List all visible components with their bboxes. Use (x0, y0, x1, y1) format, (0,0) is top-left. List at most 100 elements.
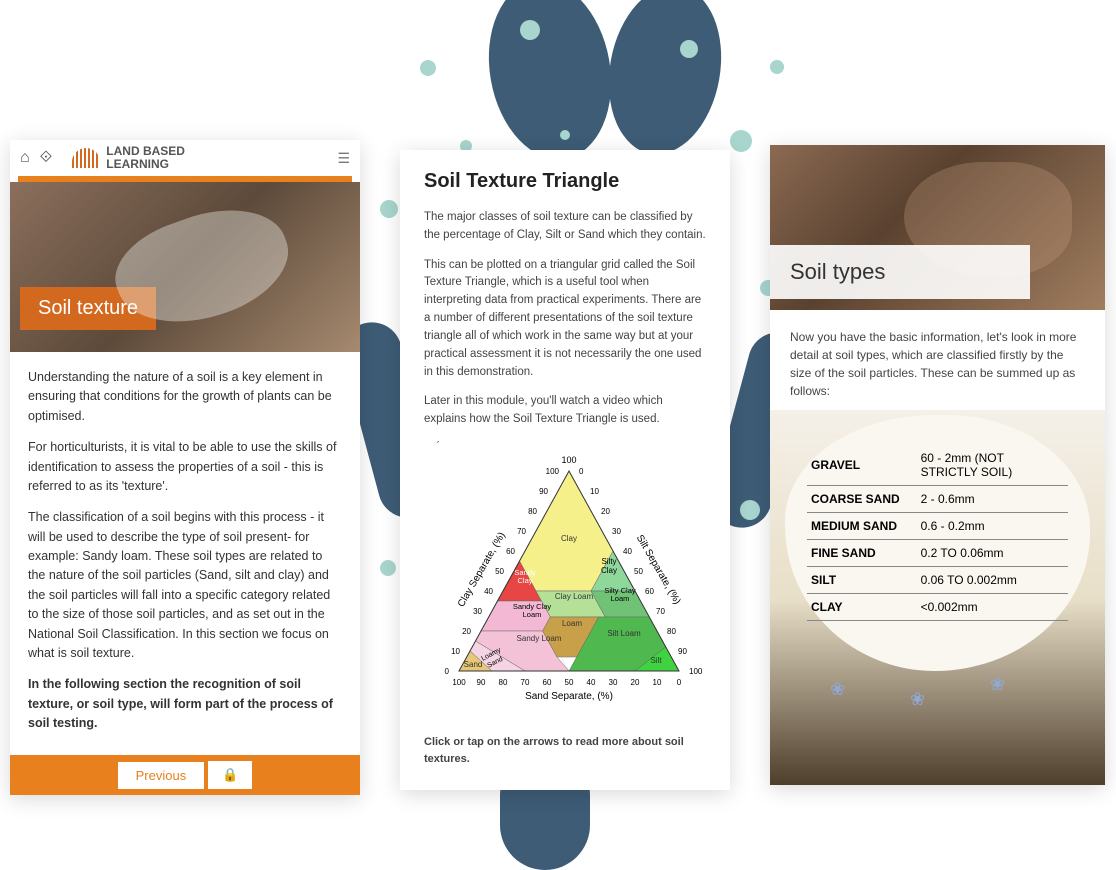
svg-text:Loam: Loam (523, 610, 542, 619)
svg-text:50: 50 (495, 567, 504, 576)
svg-text:Silty: Silty (601, 557, 616, 566)
soil-type-size: 2 - 0.6mm (917, 486, 1068, 513)
svg-text:Silt Loam: Silt Loam (607, 629, 641, 638)
card-soil-types: Soil types Now you have the basic inform… (770, 145, 1105, 785)
svg-text:10: 10 (653, 678, 662, 687)
intro-text: Now you have the basic information, let'… (770, 310, 1105, 410)
svg-text:50: 50 (634, 567, 643, 576)
bg-blob (596, 0, 734, 163)
previous-button[interactable]: Previous (118, 762, 205, 789)
flower-icon: ❀ (990, 674, 1005, 695)
nav-bar: Previous 🔒 (10, 755, 360, 795)
svg-text:Clay: Clay (601, 566, 617, 575)
soil-types-table: GRAVEL60 - 2mm (NOT STRICTLY SOIL)COARSE… (807, 445, 1068, 621)
lock-icon: 🔒 (222, 767, 238, 782)
card3-title: Soil types (770, 245, 1030, 299)
soil-type-size: <0.002mm (917, 594, 1068, 621)
svg-text:Sandy Loam: Sandy Loam (517, 634, 562, 643)
paragraph: The major classes of soil texture can be… (424, 209, 706, 245)
svg-text:20: 20 (601, 507, 610, 516)
locked-next-button[interactable]: 🔒 (208, 761, 252, 789)
svg-text:Silty Clay: Silty Clay (424, 441, 441, 443)
soil-type-name: MEDIUM SAND (807, 513, 917, 540)
svg-text:60: 60 (506, 547, 515, 556)
home-icon[interactable]: ⌂ (20, 149, 30, 167)
svg-text:70: 70 (521, 678, 530, 687)
svg-text:10: 10 (590, 487, 599, 496)
soil-type-name: GRAVEL (807, 445, 917, 486)
svg-text:100: 100 (561, 455, 576, 465)
logo-mark-icon (72, 148, 100, 168)
bg-dot (740, 500, 760, 520)
svg-text:30: 30 (473, 607, 482, 616)
svg-text:20: 20 (462, 627, 471, 636)
svg-text:60: 60 (543, 678, 552, 687)
flower-icon: ❀ (910, 689, 925, 710)
svg-text:Sand Separate, (%): Sand Separate, (%) (525, 691, 613, 702)
svg-text:90: 90 (477, 678, 486, 687)
card-soil-texture: ⌂ ⟐ LAND BASEDLEARNING ☰ Soil texture Un… (10, 140, 360, 795)
soil-type-name: COARSE SAND (807, 486, 917, 513)
paragraph: The classification of a soil begins with… (28, 508, 342, 663)
svg-text:0: 0 (677, 678, 682, 687)
svg-text:Loam: Loam (611, 594, 630, 603)
paragraph: Later in this module, you'll watch a vid… (424, 393, 706, 429)
svg-text:100: 100 (452, 678, 466, 687)
bg-dot (770, 60, 784, 74)
paragraph: For horticulturists, it is vital to be a… (28, 438, 342, 496)
page-title: Soil texture (20, 287, 156, 330)
svg-text:Clay Loam: Clay Loam (555, 592, 594, 601)
table-background: GRAVEL60 - 2mm (NOT STRICTLY SOIL)COARSE… (770, 410, 1105, 785)
svg-text:80: 80 (667, 627, 676, 636)
bg-blob (475, 0, 624, 169)
svg-text:30: 30 (609, 678, 618, 687)
bg-dot (380, 200, 398, 218)
svg-text:100: 100 (546, 467, 560, 476)
svg-text:60: 60 (645, 587, 654, 596)
table-row: GRAVEL60 - 2mm (NOT STRICTLY SOIL) (807, 445, 1068, 486)
svg-text:100: 100 (689, 667, 703, 676)
svg-text:0: 0 (445, 667, 450, 676)
bg-dot (560, 130, 570, 140)
soil-type-size: 0.06 TO 0.002mm (917, 567, 1068, 594)
table-row: SILT0.06 TO 0.002mm (807, 567, 1068, 594)
svg-text:40: 40 (484, 587, 493, 596)
table-row: CLAY<0.002mm (807, 594, 1068, 621)
soil-type-name: CLAY (807, 594, 917, 621)
svg-text:30: 30 (612, 527, 621, 536)
svg-text:40: 40 (587, 678, 596, 687)
svg-text:20: 20 (631, 678, 640, 687)
soil-texture-triangle-chart: ClaySilty ClaySiltyClaySandyClayClay Loa… (424, 441, 714, 721)
hint-text: Click or tap on the arrows to read more … (424, 734, 706, 768)
soil-type-size: 0.2 TO 0.06mm (917, 540, 1068, 567)
bg-dot (730, 130, 752, 152)
soil-type-size: 0.6 - 0.2mm (917, 513, 1068, 540)
paragraph: Understanding the nature of a soil is a … (28, 368, 342, 426)
menu-list-icon[interactable]: ☰ (337, 150, 350, 167)
svg-text:80: 80 (528, 507, 537, 516)
svg-text:90: 90 (678, 647, 687, 656)
svg-text:Clay: Clay (561, 534, 577, 543)
svg-text:Sand: Sand (464, 660, 483, 669)
svg-text:10: 10 (451, 647, 460, 656)
flower-icon: ❀ (830, 679, 845, 700)
svg-text:90: 90 (539, 487, 548, 496)
svg-text:40: 40 (623, 547, 632, 556)
svg-text:70: 70 (517, 527, 526, 536)
svg-text:Loam: Loam (562, 619, 582, 628)
bg-dot (680, 40, 698, 58)
paragraph: This can be plotted on a triangular grid… (424, 257, 706, 382)
bg-dot (420, 60, 436, 76)
svg-text:70: 70 (656, 607, 665, 616)
svg-text:Silt: Silt (650, 656, 662, 665)
svg-text:80: 80 (499, 678, 508, 687)
brand-line2: LEARNING (106, 157, 169, 171)
table-row: MEDIUM SAND0.6 - 0.2mm (807, 513, 1068, 540)
soil-type-name: SILT (807, 567, 917, 594)
paragraph-bold: In the following section the recognition… (28, 675, 342, 733)
svg-text:0: 0 (579, 467, 584, 476)
accessibility-icon[interactable]: ⟐ (40, 149, 53, 167)
card-texture-triangle: Soil Texture Triangle The major classes … (400, 150, 730, 790)
brand-line1: LAND BASED (106, 144, 185, 158)
bg-dot (380, 560, 396, 576)
